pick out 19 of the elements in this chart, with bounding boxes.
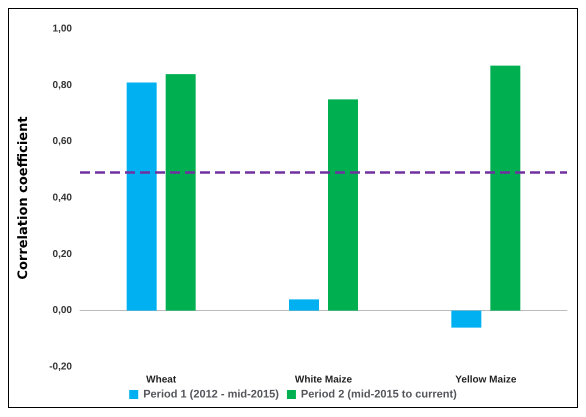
bar [126, 82, 157, 311]
bar [451, 310, 482, 328]
bar [289, 299, 319, 311]
y-tick-label: 0,00 [52, 305, 72, 316]
bar [490, 66, 520, 311]
y-tick-label: -0,20 [49, 362, 72, 372]
y-tick-label: 1,00 [52, 24, 72, 34]
x-tick-label: White Maize [294, 374, 353, 386]
legend-label: Period 2 (mid-2015 to current) [300, 388, 458, 400]
bar [328, 99, 358, 311]
y-tick-label: 0,40 [52, 192, 72, 204]
legend-label: Period 1 (2012 - mid-2015) [143, 388, 280, 400]
y-tick-label: 0,80 [52, 80, 72, 91]
y-axis-title: Correlation coefficient [16, 116, 31, 280]
x-tick-label: Yellow Maize [455, 374, 517, 386]
x-tick-label: Wheat [146, 374, 177, 386]
y-tick-label: 0,60 [52, 136, 72, 148]
y-tick-label: 0,20 [52, 248, 72, 260]
bar [166, 74, 196, 311]
